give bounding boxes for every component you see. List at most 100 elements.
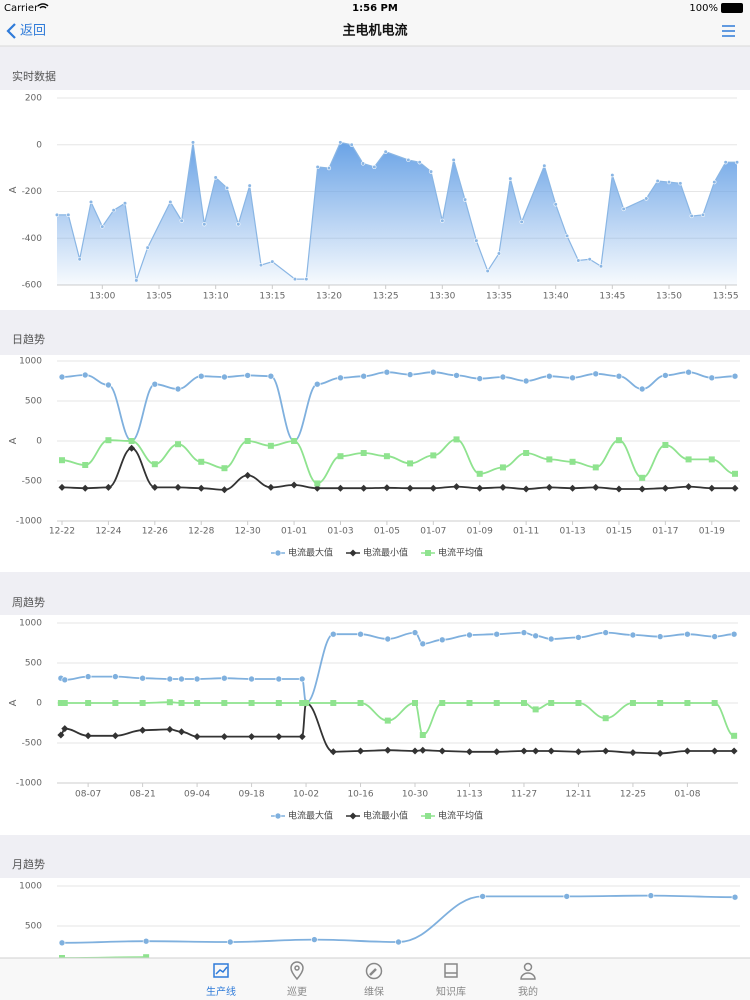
x-tick-label: 13:05	[146, 292, 172, 302]
marker	[274, 812, 282, 820]
marker	[111, 208, 116, 213]
x-tick-label: 11-27	[511, 790, 537, 800]
marker	[576, 258, 581, 263]
nav-bg	[0, 0, 750, 46]
marker	[598, 264, 604, 269]
marker	[499, 373, 507, 381]
x-tick-label: 12-11	[565, 790, 591, 800]
y-tick-label: -500	[22, 739, 43, 749]
clock: 1:56 PM	[352, 3, 398, 14]
marker	[248, 700, 255, 706]
marker	[411, 747, 419, 755]
legend-label: 电流平均值	[438, 547, 483, 559]
marker	[712, 180, 717, 185]
x-tick-label: 13:15	[259, 292, 285, 302]
tab[interactable]: 生产线	[206, 985, 236, 998]
marker	[329, 748, 337, 756]
marker	[462, 197, 468, 202]
x-tick-label: 10-30	[402, 790, 428, 800]
marker	[221, 465, 228, 472]
back-chevron[interactable]	[6, 23, 16, 39]
legend-label: 电流最大值	[288, 547, 333, 559]
marker	[474, 238, 479, 243]
marker	[419, 732, 426, 738]
panel	[0, 615, 750, 835]
marker	[61, 700, 68, 706]
section-title: 周趋势	[12, 596, 45, 609]
x-tick-label: 09-04	[184, 790, 210, 800]
marker	[198, 458, 205, 465]
back-button[interactable]: 返回	[20, 24, 46, 39]
x-tick-label: 13:50	[656, 292, 682, 302]
marker	[139, 674, 146, 682]
marker	[711, 747, 719, 755]
marker	[453, 436, 460, 443]
carrier: Carrier	[4, 3, 39, 14]
marker	[313, 380, 321, 388]
marker	[174, 385, 182, 393]
marker	[360, 372, 367, 380]
marker	[291, 438, 298, 444]
marker	[267, 442, 274, 449]
y-tick-label: -600	[22, 281, 43, 291]
marker	[629, 700, 636, 706]
legend-label: 电流最小值	[363, 547, 408, 559]
x-tick-label: 01-15	[606, 527, 632, 537]
tab[interactable]: 维保	[364, 985, 384, 998]
marker	[412, 700, 419, 706]
tab[interactable]: 知识库	[436, 985, 466, 998]
marker	[384, 717, 391, 724]
marker	[629, 749, 637, 757]
tab[interactable]: 我的	[518, 985, 538, 998]
marker	[662, 372, 669, 379]
panel	[0, 355, 750, 572]
legend-label: 电流最大值	[288, 810, 333, 822]
chart: 12-22 12-24 12-26 12-28 12-30 01-01 01-03 01-05…	[8, 357, 740, 559]
marker	[546, 372, 553, 380]
marker	[425, 550, 431, 556]
marker	[587, 257, 592, 262]
menu-icon[interactable]	[722, 25, 735, 37]
marker	[134, 278, 139, 283]
x-tick-label: 13:35	[486, 292, 512, 302]
marker	[178, 728, 186, 736]
marker	[275, 733, 283, 741]
marker	[66, 212, 71, 217]
marker	[656, 633, 664, 640]
x-tick-label: 01-03	[327, 527, 353, 537]
tab-icons	[213, 961, 536, 981]
marker	[532, 706, 539, 713]
marker	[151, 380, 159, 388]
marker	[360, 161, 366, 166]
tab[interactable]: 巡更	[287, 986, 307, 998]
marker	[466, 631, 473, 639]
marker	[244, 372, 251, 379]
x-tick-label: 10-02	[293, 790, 319, 800]
x-tick-label: 13:20	[316, 292, 342, 302]
marker	[59, 955, 65, 958]
marker	[85, 700, 92, 706]
marker	[406, 371, 414, 378]
marker	[122, 201, 128, 206]
marker	[438, 636, 446, 644]
marker	[522, 377, 530, 385]
marker	[313, 484, 321, 492]
marker	[574, 748, 582, 756]
marker	[151, 483, 159, 491]
marker	[112, 673, 119, 680]
marker	[88, 199, 94, 205]
marker	[546, 456, 553, 463]
marker	[496, 251, 502, 256]
marker	[569, 458, 576, 465]
marker	[395, 938, 402, 946]
marker	[440, 218, 445, 223]
y-tick-label: -400	[22, 234, 43, 244]
marker	[563, 893, 571, 900]
marker	[326, 166, 332, 171]
marker	[383, 484, 391, 492]
marker	[711, 700, 718, 706]
marker	[174, 483, 182, 491]
marker	[621, 206, 626, 212]
marker	[592, 464, 599, 471]
